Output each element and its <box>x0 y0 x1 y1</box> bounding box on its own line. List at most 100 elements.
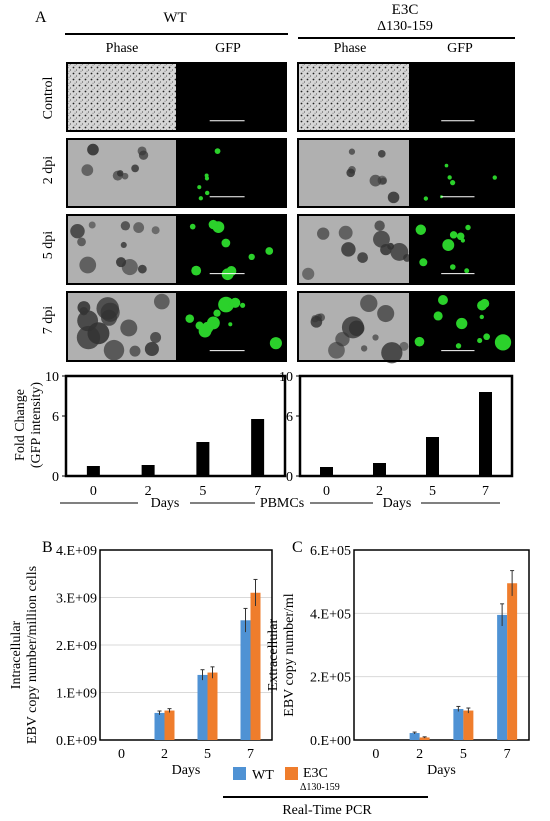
column-header-wt-gfp: GFP <box>215 41 241 56</box>
x-tick-label: 7 <box>247 747 254 762</box>
x-tick-label: 0 <box>323 484 330 499</box>
y-tick-label: 2.E+09 <box>56 639 97 654</box>
group-label-e3c: E3C <box>392 2 419 18</box>
x-tick-label: 7 <box>254 484 261 499</box>
extracellular-ylabel-line2: EBV copy number/ml <box>282 593 297 717</box>
column-header-wt-phase: Phase <box>106 41 139 56</box>
micrograph-e3c-phase-row2 <box>297 214 417 285</box>
micrograph-e3c-gfp-row1 <box>409 138 515 208</box>
x-tick-label: 5 <box>429 484 436 499</box>
y-tick-label: 6.E+05 <box>310 544 351 559</box>
group-label-e3c-deletion: Δ130-159 <box>377 19 433 34</box>
intracellular-ylabel-line2: EBV copy number/million cells <box>25 566 40 744</box>
intracellular-ylabel-line1: Intracellular <box>9 620 24 689</box>
x-axis-title: Days <box>427 763 456 778</box>
x-tick-label: 7 <box>482 484 489 499</box>
bar-day-5 <box>426 437 439 476</box>
micrograph-e3c-phase-row3 <box>297 291 417 364</box>
bar-e3c-day-5 <box>463 710 474 740</box>
bar-day-0 <box>320 467 333 476</box>
row-label-control: Control <box>41 77 56 120</box>
x-tick-label: 0 <box>90 484 97 499</box>
y-tick-label: 0.E+09 <box>56 734 97 749</box>
legend-label-e3c: E3C <box>303 766 328 781</box>
panel-letter-b: B <box>42 539 53 556</box>
bar-day-2 <box>141 465 155 476</box>
x-tick-label: 2 <box>161 747 168 762</box>
footer-pbmcs: PBMCs <box>260 496 304 511</box>
legend-swatch-e3c <box>285 767 298 780</box>
legend-swatch-wt <box>233 767 246 780</box>
chart-fold-change-wt: 0 6 10 0 2 5 7 <box>45 370 287 499</box>
row-label-5dpi: 5 dpi <box>41 231 56 260</box>
y-tick-label: 6 <box>286 410 293 425</box>
y-tick-label: 1.E+09 <box>56 687 97 702</box>
bar-e3c-day-2 <box>164 710 175 740</box>
chart-fold-change-e3c: 0 6 10 0 2 5 7 <box>279 370 514 499</box>
bar-wt-day-2 <box>409 733 420 740</box>
legend: WT E3C Δ130-159 <box>233 766 340 793</box>
micrograph-wt-gfp-row1 <box>176 138 287 208</box>
x-tick-label: 0 <box>372 747 379 762</box>
panel-letter-a: A <box>35 9 47 26</box>
micrograph-grid <box>66 62 515 364</box>
micrograph-e3c-phase-row1 <box>297 138 417 208</box>
y-tick-label: 10 <box>45 370 59 385</box>
micrograph-wt-phase-row3 <box>66 291 186 362</box>
y-tick-label: 2.E+05 <box>310 671 351 686</box>
column-header-e3c-phase: Phase <box>334 41 367 56</box>
micrograph-wt-gfp-row3 <box>176 291 287 362</box>
bar-day-7 <box>251 419 265 476</box>
row-label-2dpi: 2 dpi <box>41 156 56 185</box>
micrograph-e3c-gfp-row0 <box>409 62 515 132</box>
fold-ylabel-line1: Fold Change <box>13 389 28 461</box>
row-label-7dpi: 7 dpi <box>41 306 56 335</box>
x-tick-label: 2 <box>376 484 383 499</box>
panel-letter-c: C <box>292 539 303 556</box>
footer-days-left: Days <box>151 496 180 511</box>
bar-day-7 <box>479 392 492 476</box>
column-header-e3c-gfp: GFP <box>447 41 473 56</box>
bar-wt-day-7 <box>240 620 251 740</box>
y-tick-label: 0 <box>52 470 59 485</box>
chart-intracellular: 0.E+09 1.E+09 2.E+09 3.E+09 4.E+09 0 2 5 7 Days <box>56 544 273 778</box>
x-tick-label: 2 <box>145 484 152 499</box>
y-tick-label: 4.E+05 <box>310 607 351 622</box>
plot-frame <box>64 374 287 478</box>
micrograph-wt-gfp-row0 <box>176 62 287 132</box>
x-tick-label: 2 <box>416 747 423 762</box>
micrograph-wt-phase-row0 <box>66 62 186 132</box>
x-tick-label: 7 <box>504 747 511 762</box>
y-tick-label: 0.E+00 <box>310 734 351 749</box>
plot-frame <box>353 549 530 741</box>
y-tick-label: 4.E+09 <box>56 544 97 559</box>
bar-wt-day-2 <box>154 712 165 740</box>
x-tick-label: 0 <box>118 747 125 762</box>
micrograph-e3c-gfp-row3 <box>409 291 515 362</box>
x-tick-label: 5 <box>204 747 211 762</box>
micrograph-wt-phase-row1 <box>66 138 186 208</box>
micrograph-wt-phase-row2 <box>66 214 186 285</box>
extracellular-ylabel-line1: Extracellular <box>266 619 281 692</box>
micrograph-e3c-phase-row0 <box>297 62 417 132</box>
bar-day-2 <box>373 463 386 476</box>
y-tick-label: 3.E+09 <box>56 592 97 607</box>
micrograph-wt-gfp-row2 <box>176 214 287 285</box>
bar-e3c-day-7 <box>507 583 518 740</box>
footer-days-right: Days <box>383 496 412 511</box>
bar-wt-day-5 <box>453 708 464 740</box>
plot-frame <box>298 374 514 478</box>
bar-wt-day-7 <box>497 614 508 740</box>
bar-e3c-day-2 <box>419 737 430 740</box>
plot-frame <box>99 549 273 741</box>
y-tick-label: 0 <box>286 470 293 485</box>
group-label-wt: WT <box>163 10 186 26</box>
bar-wt-day-5 <box>197 674 208 740</box>
y-tick-label: 6 <box>52 410 59 425</box>
bar-day-0 <box>86 466 100 476</box>
footer-label-pcr: Real-Time PCR <box>282 803 372 818</box>
x-axis-title: Days <box>172 763 201 778</box>
x-tick-label: 5 <box>199 484 206 499</box>
y-tick-label: 10 <box>279 370 293 385</box>
